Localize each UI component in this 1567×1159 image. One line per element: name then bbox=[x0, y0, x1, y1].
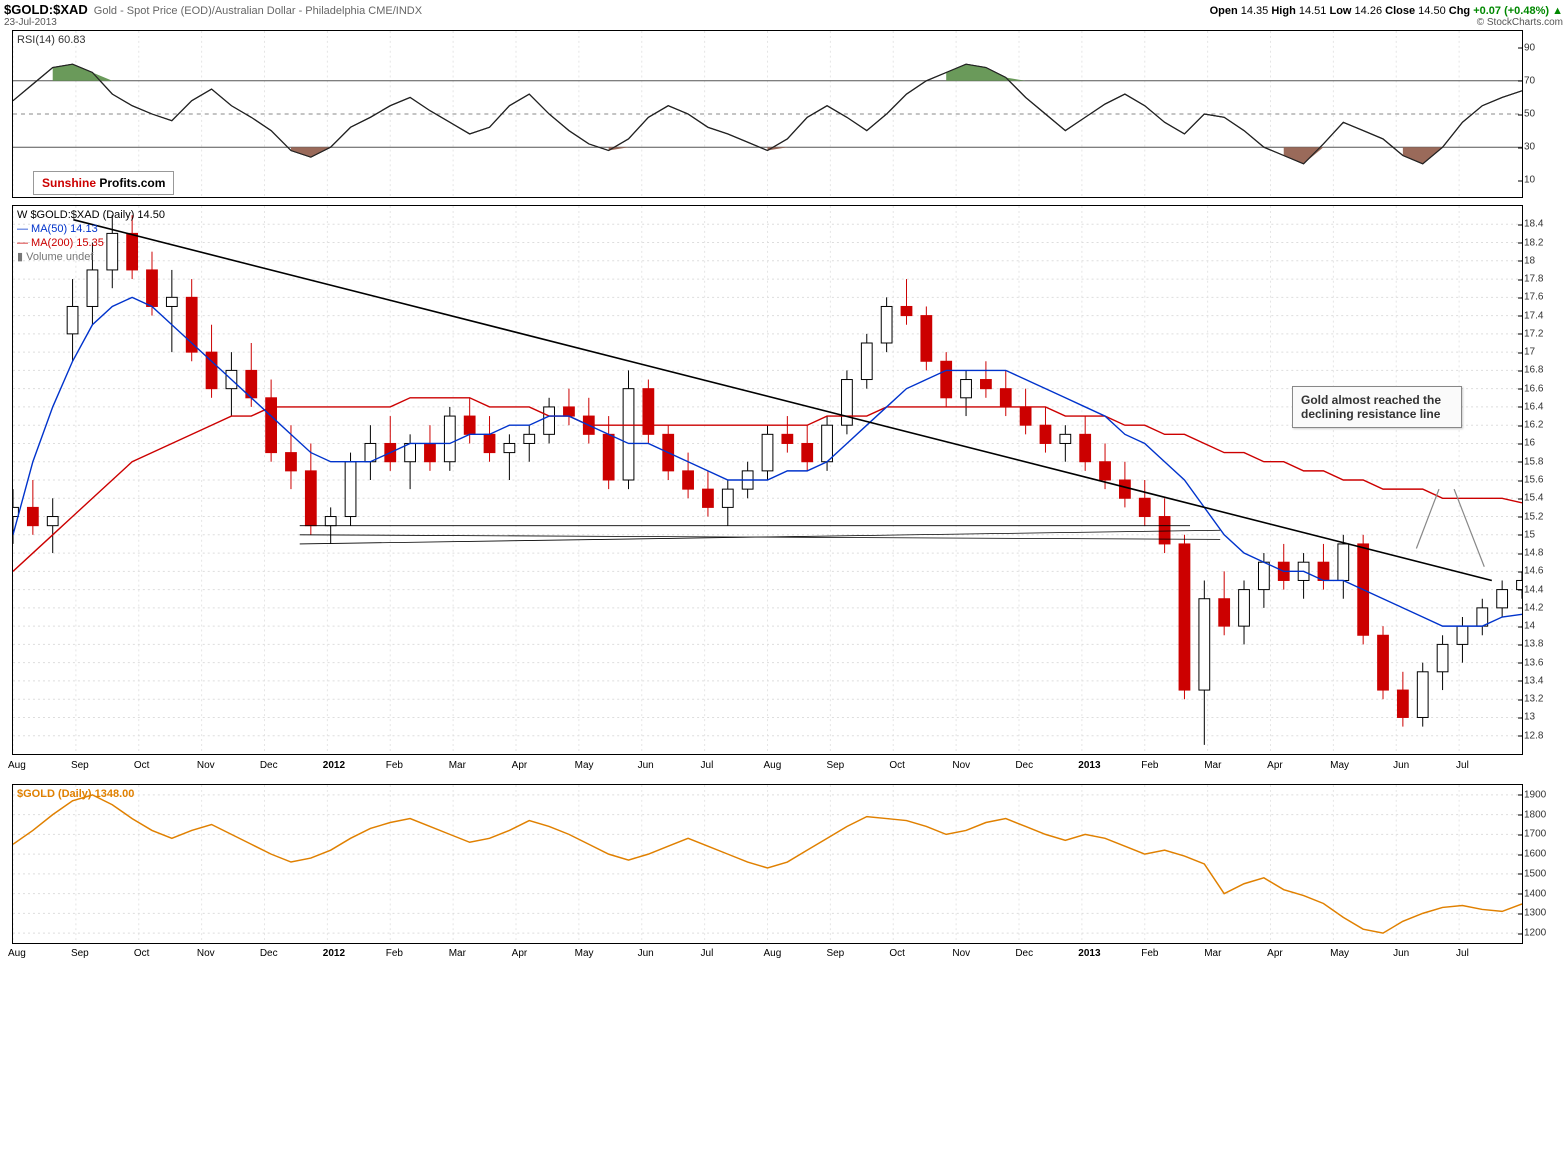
price-legend: W $GOLD:$XAD (Daily) 14.50— MA(50) 14.13… bbox=[17, 208, 165, 264]
rsi-legend: RSI(14) 60.83 bbox=[17, 33, 85, 47]
chart-date: 23-Jul-2013 bbox=[4, 17, 57, 28]
annotation-box: Gold almost reached the declining resist… bbox=[1292, 386, 1462, 428]
gold-panel: $GOLD (Daily) 1348.00 120013001400150016… bbox=[12, 784, 1523, 944]
x-axis-main: AugSepOctNovDec2012FebMarAprMayJunJulAug… bbox=[12, 760, 1523, 776]
ohlc-summary: Open 14.35 High 14.51 Low 14.26 Close 14… bbox=[1210, 5, 1563, 17]
watermark-box: Sunshine Profits.com bbox=[33, 171, 174, 195]
chart-source: © StockCharts.com bbox=[1477, 17, 1563, 28]
price-panel: W $GOLD:$XAD (Daily) 14.50— MA(50) 14.13… bbox=[12, 205, 1523, 755]
gold-legend: $GOLD (Daily) 1348.00 bbox=[17, 787, 134, 801]
ticker-description: Gold - Spot Price (EOD)/Australian Dolla… bbox=[94, 5, 422, 17]
chart-header: $GOLD:$XAD Gold - Spot Price (EOD)/Austr… bbox=[0, 0, 1567, 17]
rsi-panel: RSI(14) 60.83 Sunshine Profits.com 10305… bbox=[12, 30, 1523, 198]
x-axis-gold: AugSepOctNovDec2012FebMarAprMayJunJulAug… bbox=[12, 948, 1523, 964]
ticker-symbol: $GOLD:$XAD bbox=[4, 2, 88, 17]
